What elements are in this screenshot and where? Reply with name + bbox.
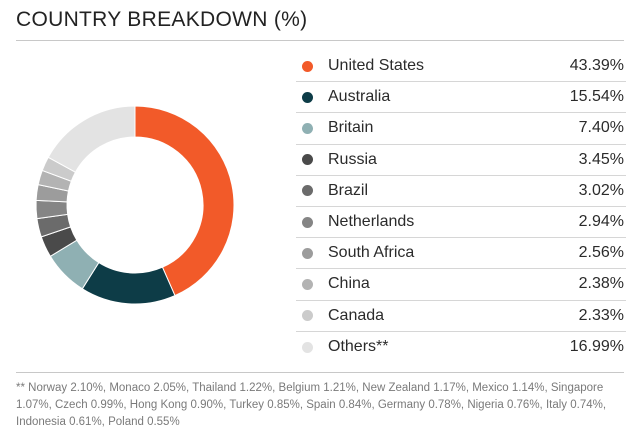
legend-label-australia: Australia: [328, 88, 391, 106]
legend-row-others: Others** 16.99%: [296, 332, 626, 363]
legend-row-britain: Britain 7.40%: [296, 113, 626, 145]
legend-label-south-africa: South Africa: [328, 244, 415, 262]
legend-label-russia: Russia: [328, 150, 377, 168]
legend-value-britain: 7.40%: [578, 119, 624, 137]
legend-label-canada: Canada: [328, 306, 385, 324]
legend-label-others: Others**: [328, 338, 389, 356]
donut-chart: [35, 105, 235, 305]
donut-slice-australia: [81, 261, 176, 305]
legend-row-canada: Canada 2.33%: [296, 301, 626, 332]
legend-label-united-states: United States: [328, 57, 425, 75]
legend-label-britain: Britain: [328, 119, 374, 137]
legend-row-south-africa: South Africa 2.56%: [296, 238, 626, 270]
legend-swatch-canada: [302, 310, 313, 322]
legend-value-south-africa: 2.56%: [578, 244, 624, 262]
chart-title: COUNTRY BREAKDOWN (%): [16, 8, 308, 31]
legend-swatch-russia: [302, 154, 313, 166]
legend-swatch-south-africa: [302, 247, 313, 259]
legend-swatch-netherlands: [302, 216, 313, 228]
donut-slice-united-states: [134, 105, 235, 297]
footnote: ** Norway 2.10%, Monaco 2.05%, Thailand …: [16, 382, 607, 428]
legend-value-russia: 3.45%: [578, 150, 624, 168]
legend: United States 43.39% Australia 15.54% Britai…: [296, 51, 626, 363]
legend-swatch-brazil: [302, 185, 313, 197]
donut-slice-others: [47, 105, 136, 173]
legend-swatch-australia: [302, 91, 313, 103]
legend-row-brazil: Brazil 3.02%: [296, 176, 626, 207]
legend-value-united-states: 43.39%: [569, 57, 624, 75]
legend-label-brazil: Brazil: [328, 181, 369, 199]
footnote-divider: [16, 372, 624, 373]
legend-value-canada: 2.33%: [578, 306, 624, 324]
legend-row-united-states: United States 43.39%: [296, 51, 626, 83]
legend-value-china: 2.38%: [578, 275, 624, 293]
legend-row-australia: Australia 15.54%: [296, 82, 626, 114]
title-divider: [16, 40, 624, 41]
legend-label-netherlands: Netherlands: [328, 213, 415, 231]
legend-value-australia: 15.54%: [569, 88, 624, 106]
legend-value-others: 16.99%: [569, 338, 624, 356]
legend-row-russia: Russia 3.45%: [296, 145, 626, 176]
legend-swatch-china: [302, 278, 313, 290]
legend-label-china: China: [328, 275, 370, 293]
legend-row-china: China 2.38%: [296, 269, 626, 301]
legend-value-brazil: 3.02%: [578, 181, 624, 199]
legend-swatch-britain: [302, 122, 313, 134]
legend-swatch-others: [302, 341, 313, 353]
legend-swatch-united-states: [302, 60, 313, 72]
legend-value-netherlands: 2.94%: [578, 213, 624, 231]
legend-row-netherlands: Netherlands 2.94%: [296, 207, 626, 239]
